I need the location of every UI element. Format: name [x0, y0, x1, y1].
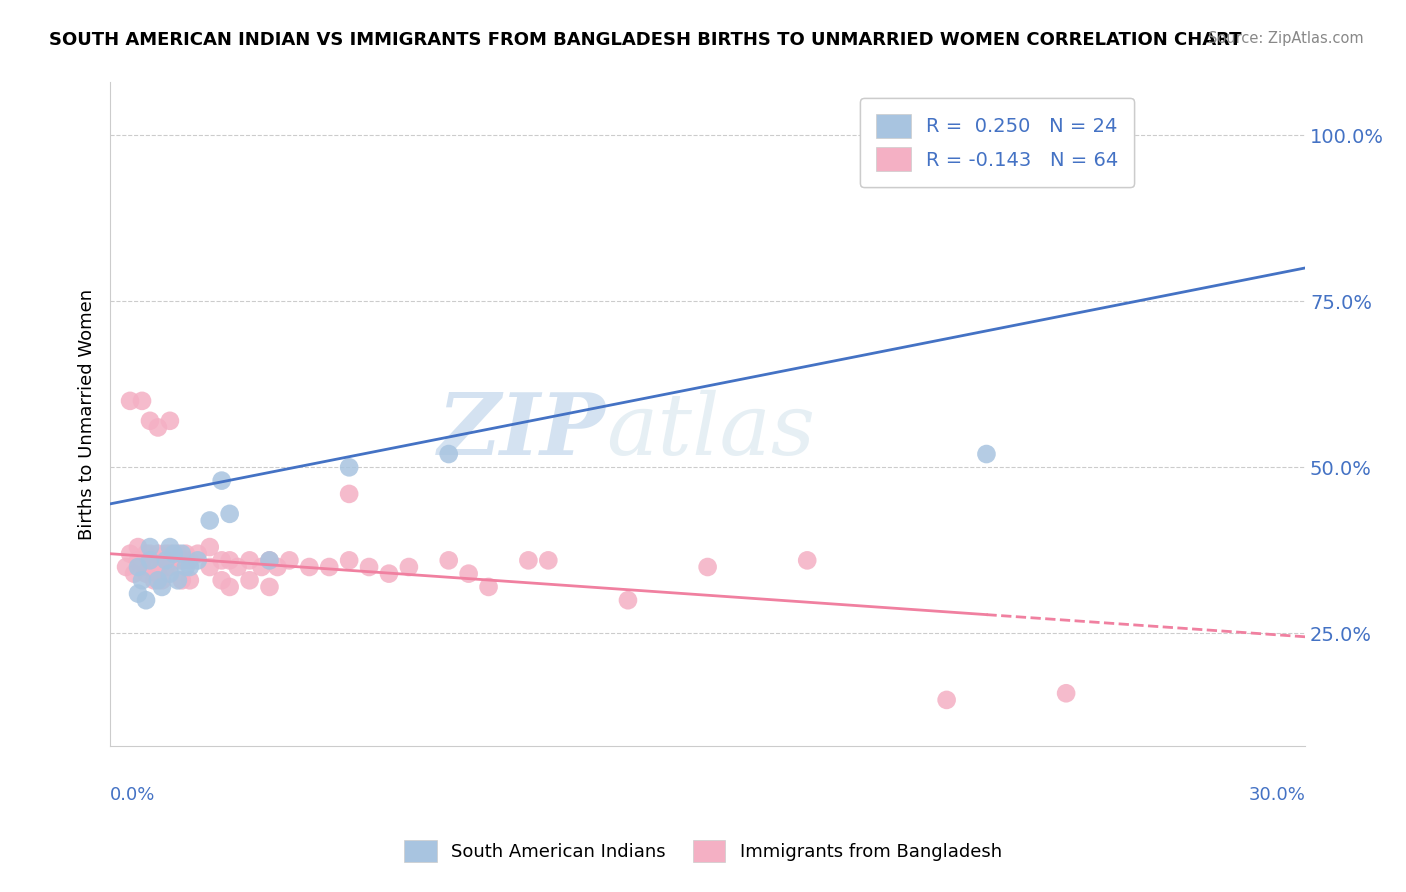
- Point: [122, 566, 145, 581]
- Point: [146, 566, 169, 581]
- Point: [1054, 686, 1077, 700]
- Text: Source: ZipAtlas.com: Source: ZipAtlas.com: [1208, 31, 1364, 46]
- Point: [127, 560, 149, 574]
- Point: [155, 560, 177, 574]
- Point: [167, 547, 190, 561]
- Point: [131, 560, 153, 574]
- Point: [150, 553, 173, 567]
- Point: [159, 547, 181, 561]
- Point: [174, 560, 197, 574]
- Point: [259, 553, 281, 567]
- Point: [226, 560, 249, 574]
- Point: [127, 540, 149, 554]
- Point: [357, 560, 380, 574]
- Point: [170, 547, 193, 561]
- Point: [163, 553, 186, 567]
- Point: [211, 474, 233, 488]
- Point: [155, 553, 177, 567]
- Point: [198, 514, 221, 528]
- Text: SOUTH AMERICAN INDIAN VS IMMIGRANTS FROM BANGLADESH BIRTHS TO UNMARRIED WOMEN CO: SOUTH AMERICAN INDIAN VS IMMIGRANTS FROM…: [49, 31, 1241, 49]
- Point: [378, 566, 401, 581]
- Point: [198, 560, 221, 574]
- Text: ZIP: ZIP: [439, 389, 606, 473]
- Point: [337, 553, 360, 567]
- Text: atlas: atlas: [606, 390, 815, 472]
- Point: [437, 553, 460, 567]
- Point: [139, 560, 162, 574]
- Point: [537, 553, 560, 567]
- Point: [179, 553, 201, 567]
- Point: [139, 553, 162, 567]
- Point: [146, 547, 169, 561]
- Point: [143, 574, 166, 588]
- Point: [150, 574, 173, 588]
- Point: [174, 547, 197, 561]
- Point: [696, 560, 718, 574]
- Point: [187, 553, 209, 567]
- Point: [170, 574, 193, 588]
- Point: [179, 574, 201, 588]
- Point: [127, 553, 149, 567]
- Point: [120, 393, 142, 408]
- Point: [139, 414, 162, 428]
- Point: [318, 560, 340, 574]
- Point: [131, 574, 153, 588]
- Point: [187, 547, 209, 561]
- Point: [266, 560, 288, 574]
- Point: [127, 586, 149, 600]
- Point: [155, 547, 177, 561]
- Point: [150, 580, 173, 594]
- Point: [218, 553, 240, 567]
- Text: 30.0%: 30.0%: [1249, 787, 1305, 805]
- Point: [115, 560, 138, 574]
- Point: [139, 547, 162, 561]
- Point: [159, 566, 181, 581]
- Point: [211, 574, 233, 588]
- Point: [146, 574, 169, 588]
- Point: [935, 693, 957, 707]
- Point: [239, 553, 262, 567]
- Point: [298, 560, 321, 574]
- Legend: R =  0.250   N = 24, R = -0.143   N = 64: R = 0.250 N = 24, R = -0.143 N = 64: [860, 98, 1135, 186]
- Point: [135, 547, 157, 561]
- Point: [159, 414, 181, 428]
- Point: [198, 540, 221, 554]
- Point: [163, 547, 186, 561]
- Point: [170, 553, 193, 567]
- Point: [167, 574, 190, 588]
- Text: 0.0%: 0.0%: [110, 787, 156, 805]
- Point: [139, 540, 162, 554]
- Point: [457, 566, 479, 581]
- Point: [239, 574, 262, 588]
- Point: [250, 560, 273, 574]
- Point: [337, 460, 360, 475]
- Point: [211, 553, 233, 567]
- Point: [218, 507, 240, 521]
- Point: [146, 420, 169, 434]
- Y-axis label: Births to Unmarried Women: Births to Unmarried Women: [79, 289, 96, 540]
- Point: [143, 553, 166, 567]
- Point: [976, 447, 998, 461]
- Point: [135, 566, 157, 581]
- Point: [179, 560, 201, 574]
- Point: [617, 593, 640, 607]
- Point: [796, 553, 818, 567]
- Point: [218, 580, 240, 594]
- Point: [437, 447, 460, 461]
- Point: [159, 560, 181, 574]
- Point: [159, 540, 181, 554]
- Point: [517, 553, 540, 567]
- Point: [135, 593, 157, 607]
- Point: [278, 553, 301, 567]
- Point: [477, 580, 499, 594]
- Point: [398, 560, 420, 574]
- Point: [259, 580, 281, 594]
- Point: [131, 393, 153, 408]
- Point: [259, 553, 281, 567]
- Point: [337, 487, 360, 501]
- Legend: South American Indians, Immigrants from Bangladesh: South American Indians, Immigrants from …: [396, 833, 1010, 870]
- Point: [120, 547, 142, 561]
